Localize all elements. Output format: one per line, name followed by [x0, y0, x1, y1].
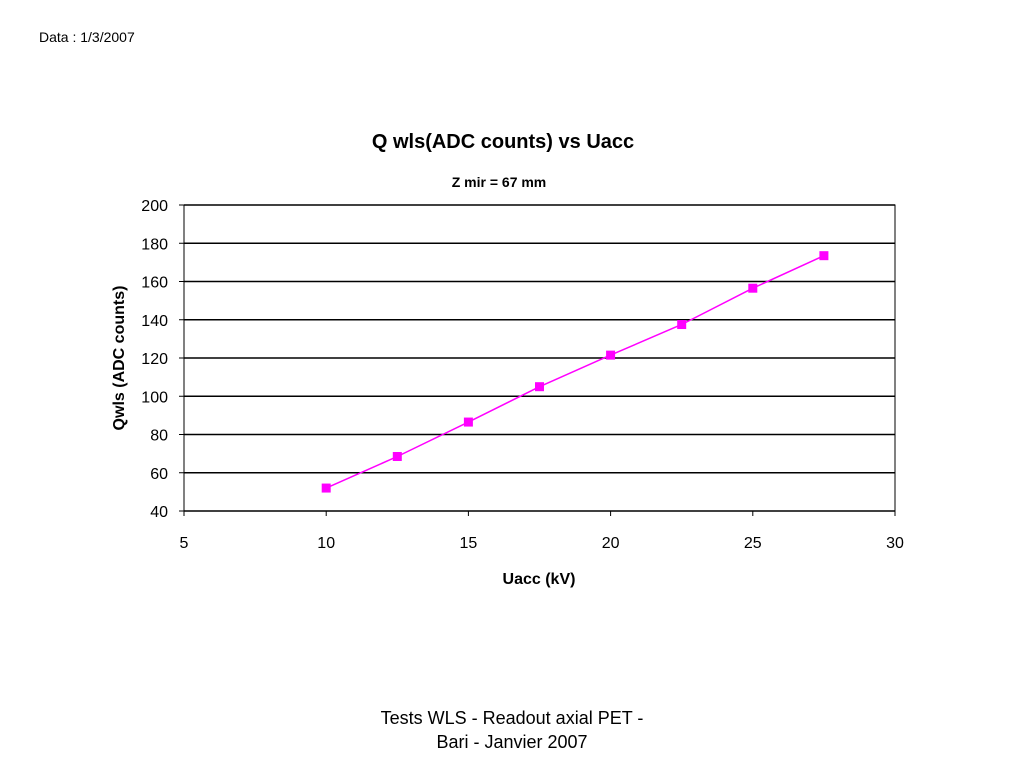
- data-point: [606, 350, 616, 360]
- y-tick-label-140: 140: [141, 313, 168, 330]
- y-tick-label-40: 40: [150, 504, 168, 521]
- axes: 40 60 80 100 120 140 160 180 200 5 10 15 20 25 30: [141, 198, 904, 552]
- x-tick-label-10: 10: [317, 535, 335, 552]
- x-tick-label-25: 25: [744, 535, 762, 552]
- y-axis-label: Qwls (ADC counts): [111, 286, 128, 431]
- data-point: [819, 251, 829, 261]
- y-tick-label-200: 200: [141, 198, 168, 215]
- data-point: [392, 451, 402, 461]
- y-tick-label-60: 60: [150, 466, 168, 483]
- y-tick-label-100: 100: [141, 389, 168, 406]
- chart: Q wls(ADC counts) vs Uacc Z mir = 67 mm …: [111, 131, 904, 588]
- x-tick-label-15: 15: [460, 535, 478, 552]
- x-tick-label-30: 30: [886, 535, 904, 552]
- date-label: Data : 1/3/2007: [39, 29, 135, 45]
- data-point: [463, 417, 473, 427]
- data-series: [321, 251, 829, 493]
- data-point: [748, 283, 758, 293]
- series-line-0: [325, 255, 825, 489]
- footer-line-2: Bari - Janvier 2007: [436, 732, 588, 752]
- chart-subtitle: Z mir = 67 mm: [452, 174, 547, 190]
- y-tick-label-80: 80: [150, 428, 168, 445]
- y-tick-label-120: 120: [141, 351, 168, 368]
- footer: Tests WLS - Readout axial PET - Bari - J…: [0, 706, 1024, 754]
- grid-lines: [184, 204, 895, 512]
- y-tick-label-180: 180: [141, 236, 168, 253]
- y-tick-label-160: 160: [141, 275, 168, 292]
- data-point: [535, 382, 544, 392]
- chart-title: Q wls(ADC counts) vs Uacc: [372, 131, 634, 153]
- data-point: [677, 320, 687, 330]
- x-tick-label-5: 5: [180, 535, 189, 552]
- x-axis-label: Uacc (kV): [503, 571, 576, 588]
- x-tick-label-20: 20: [602, 535, 620, 552]
- footer-line-1: Tests WLS - Readout axial PET -: [380, 708, 644, 728]
- data-point: [321, 483, 331, 493]
